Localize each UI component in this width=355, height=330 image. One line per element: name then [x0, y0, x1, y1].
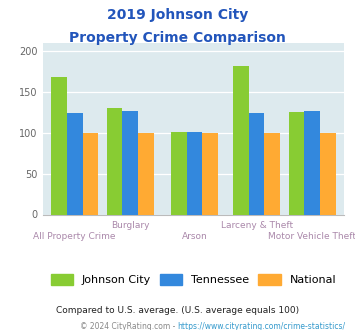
Bar: [249, 113, 264, 214]
Bar: [289, 112, 304, 214]
Legend: Johnson City, Tennessee, National: Johnson City, Tennessee, National: [47, 270, 340, 290]
Bar: [320, 133, 336, 214]
Bar: [107, 108, 122, 214]
Text: Compared to U.S. average. (U.S. average equals 100): Compared to U.S. average. (U.S. average …: [56, 306, 299, 315]
Text: Larceny & Theft: Larceny & Theft: [220, 221, 293, 230]
Text: Property Crime Comparison: Property Crime Comparison: [69, 31, 286, 45]
Bar: [264, 133, 280, 214]
Bar: [67, 113, 83, 214]
Text: All Property Crime: All Property Crime: [33, 232, 116, 242]
Bar: [122, 111, 138, 214]
Bar: [187, 132, 202, 214]
Text: https://www.cityrating.com/crime-statistics/: https://www.cityrating.com/crime-statist…: [178, 322, 346, 330]
Bar: [171, 132, 187, 214]
Text: 2019 Johnson City: 2019 Johnson City: [107, 8, 248, 22]
Bar: [202, 133, 218, 214]
Text: Arson: Arson: [182, 232, 207, 242]
Bar: [233, 66, 249, 214]
Bar: [138, 133, 154, 214]
Bar: [304, 111, 320, 214]
Bar: [51, 77, 67, 214]
Text: Motor Vehicle Theft: Motor Vehicle Theft: [268, 232, 355, 242]
Bar: [83, 133, 98, 214]
Text: Burglary: Burglary: [111, 221, 149, 230]
Text: © 2024 CityRating.com -: © 2024 CityRating.com -: [80, 322, 178, 330]
